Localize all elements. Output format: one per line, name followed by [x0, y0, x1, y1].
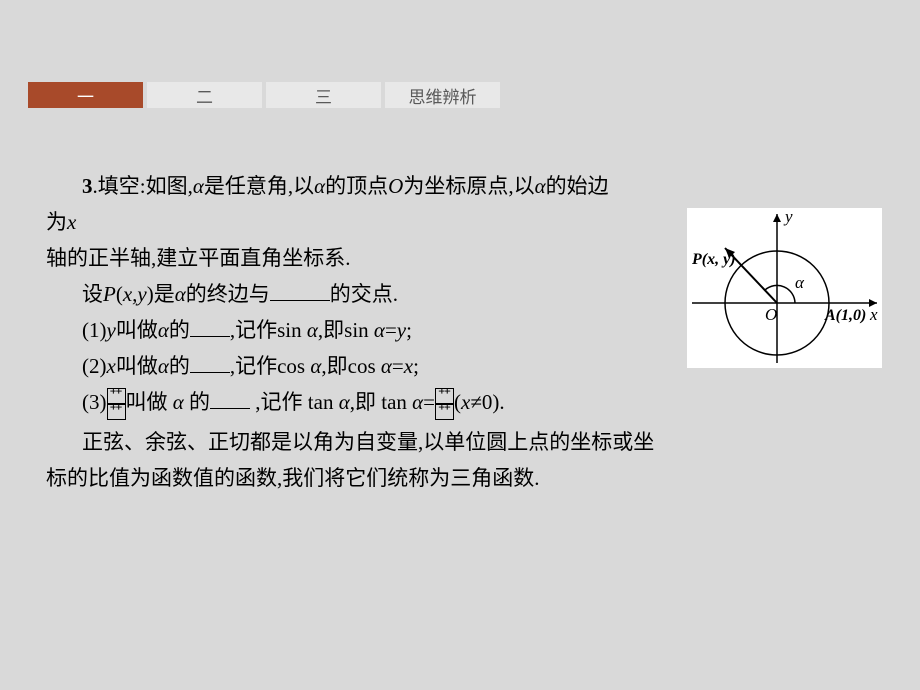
tab-analysis[interactable]: 思维辨析 [385, 82, 500, 108]
para-line5: (2)x叫做α的,记作cos α,即cos α=x; [46, 348, 876, 384]
para-line7: 正弦、余弦、正切都是以角为自变量,以单位圆上点的坐标或坐 [46, 424, 876, 460]
tab-three[interactable]: 三 [266, 82, 381, 108]
para-line2: 轴的正半轴,建立平面直角坐标系. [46, 240, 876, 276]
question-content: 3.填空:如图,α是任意角,以α的顶点O为坐标原点,以α的始边为x 轴的正半轴,… [46, 168, 876, 496]
tab-bar: 一 二 三 思维辨析 [28, 82, 500, 108]
para-line4: (1)y叫做α的,记作sin α,即sin α=y; [46, 312, 876, 348]
para-line3: 设P(x,y)是α的终边与的交点. [46, 276, 876, 312]
para-line6: (3)⺿⺿叫做 α 的 ,记作 tan α,即 tan α=⺿⺿(x≠0). [46, 384, 876, 420]
tab-one[interactable]: 一 [28, 82, 143, 108]
fraction-2: ⺿⺿ [435, 388, 454, 420]
blank-2 [190, 316, 230, 337]
fraction-1: ⺿⺿ [107, 388, 126, 420]
tab-two[interactable]: 二 [147, 82, 262, 108]
blank-4 [210, 388, 250, 409]
para-line8: 标的比值为函数值的函数,我们将它们统称为三角函数. [46, 460, 876, 496]
para-line1: 3.填空:如图,α是任意角,以α的顶点O为坐标原点,以α的始边为x [46, 168, 611, 240]
blank-1 [270, 280, 330, 301]
blank-3 [190, 352, 230, 373]
